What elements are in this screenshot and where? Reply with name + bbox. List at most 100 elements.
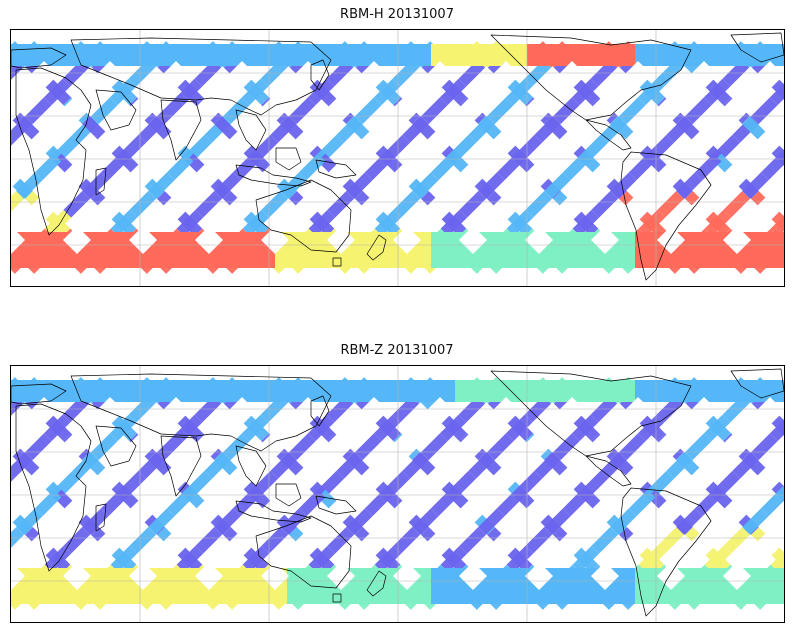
swath-cell: [635, 568, 647, 604]
swath-cell: [299, 568, 311, 604]
swath-segment: [638, 209, 666, 237]
swath-segment: [515, 134, 543, 162]
swath-cell: [203, 380, 215, 402]
swath-segment: [214, 172, 241, 199]
swath-cell: [443, 568, 455, 604]
swath-segment: [63, 191, 90, 218]
swath-cell: [527, 44, 539, 66]
data-gap: [459, 160, 487, 188]
swath-segment: [610, 508, 637, 535]
swath-cell: [695, 232, 707, 268]
data-gap: [459, 226, 487, 254]
swath-segment: [364, 489, 392, 517]
swath-cell: [515, 44, 527, 66]
swath-cell: [275, 44, 287, 66]
swath-segment: [430, 489, 458, 517]
swath-cell: [515, 380, 527, 402]
swath-segment: [676, 172, 703, 199]
swath-segment: [327, 191, 354, 218]
data-gap: [228, 463, 256, 491]
swath-cell: [251, 380, 263, 402]
coastline-asia: [70, 373, 332, 452]
data-gap: [195, 496, 223, 524]
swath-cell: [359, 380, 371, 402]
swath-segment: [195, 191, 222, 218]
coastline-newzealand: [366, 234, 387, 261]
data-gap: [327, 562, 355, 590]
swath-segment: [487, 97, 514, 124]
swath-cell: [443, 44, 455, 66]
data-gap: [228, 127, 256, 155]
swath-cell: [179, 568, 191, 604]
coastline-africa: [15, 67, 92, 236]
swath-segment: [242, 78, 270, 106]
data-gap: [162, 397, 190, 425]
swath-cell: [731, 44, 743, 66]
swath-segment: [374, 545, 402, 573]
data-gap: [756, 61, 784, 89]
coastline-indonesia: [235, 500, 312, 523]
swath-cell: [695, 568, 707, 604]
swath-cell: [359, 568, 371, 604]
data-gap: [492, 529, 520, 557]
data-gap: [525, 226, 553, 254]
swath-cell: [47, 568, 59, 604]
swath-cell: [563, 380, 575, 402]
swath-cell: [767, 232, 779, 268]
data-gap: [261, 430, 289, 458]
swath-cell: [683, 232, 695, 268]
swath-segment: [723, 191, 750, 218]
swath-cell: [359, 232, 371, 268]
data-gap: [30, 463, 58, 491]
swath-cell: [575, 232, 587, 268]
coastline-india: [160, 99, 202, 161]
data-gap: [195, 430, 223, 458]
data-gap: [591, 562, 619, 590]
swath-cell: [539, 380, 551, 402]
swath-cell: [623, 380, 635, 402]
swath-segment: [572, 414, 600, 442]
swath-cell: [431, 232, 443, 268]
data-gap: [195, 226, 223, 254]
swath-cell: [419, 380, 431, 402]
swath-segment: [166, 153, 194, 181]
data-gap: [30, 529, 58, 557]
swath-segment: [544, 508, 571, 535]
swath-segment: [242, 545, 270, 573]
swath-segment: [148, 508, 175, 535]
data-gap: [591, 496, 619, 524]
data-gap: [63, 94, 91, 122]
rbm-h-coastlines: [11, 32, 784, 281]
swath-segment: [393, 527, 420, 554]
swath-cell: [635, 232, 647, 268]
swath-segment: [760, 153, 784, 181]
data-gap: [129, 562, 157, 590]
swath-cell: [635, 380, 647, 402]
swath-cell: [407, 44, 419, 66]
coastline-newguinea: [315, 159, 357, 179]
swath-cell: [35, 568, 47, 604]
data-gap: [690, 61, 718, 89]
swath-segment: [110, 78, 138, 106]
swath-cell: [719, 380, 731, 402]
data-gap: [30, 193, 58, 221]
swath-segment: [742, 508, 769, 535]
data-gap: [525, 160, 553, 188]
swath-cell: [647, 568, 659, 604]
swath-segment: [638, 545, 666, 573]
swath-cell: [311, 380, 323, 402]
swath-cell: [479, 44, 491, 66]
swath-cell: [611, 380, 623, 402]
swath-segment: [374, 209, 402, 237]
swath-cell: [431, 44, 443, 66]
swath-segment: [308, 545, 336, 573]
swath-cell: [491, 232, 503, 268]
data-gap: [690, 397, 718, 425]
data-gap: [657, 226, 685, 254]
data-gap: [756, 463, 784, 491]
coastline-australia: [255, 179, 352, 253]
data-gap: [11, 226, 25, 254]
data-gap: [756, 397, 784, 425]
swath-segment: [383, 470, 411, 498]
data-gap: [360, 463, 388, 491]
